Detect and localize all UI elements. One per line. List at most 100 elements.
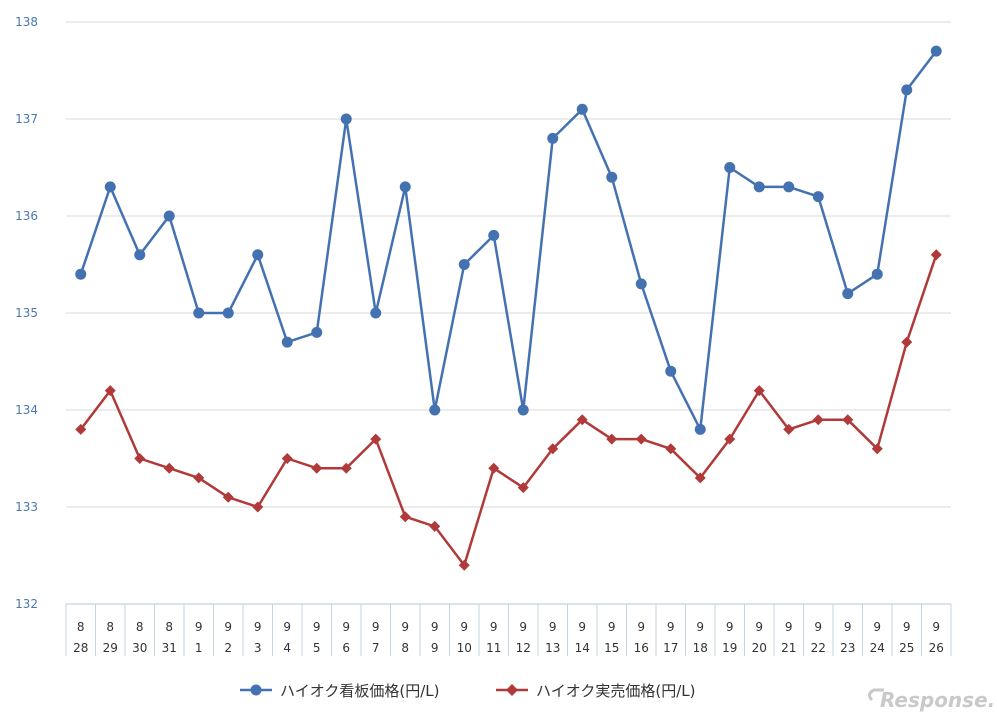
x-tick-label-month: 9 — [903, 620, 911, 634]
x-tick-label-day: 8 — [401, 641, 409, 655]
data-point — [812, 191, 824, 203]
data-point — [222, 307, 234, 319]
x-tick-label-month: 9 — [283, 620, 291, 634]
x-tick-label-day: 7 — [372, 641, 380, 655]
x-tick-label-month: 9 — [313, 620, 321, 634]
data-point — [340, 113, 352, 125]
data-point — [694, 423, 706, 435]
y-tick-label: 136 — [15, 209, 38, 223]
data-point — [930, 45, 942, 57]
data-point — [193, 307, 205, 319]
data-point — [281, 336, 293, 348]
x-tick-label-day: 20 — [752, 641, 767, 655]
series-0 — [75, 45, 942, 435]
x-tick-label-month: 9 — [195, 620, 203, 634]
data-point — [429, 404, 441, 416]
data-point — [488, 462, 500, 474]
x-tick-label-month: 9 — [873, 620, 881, 634]
data-point — [783, 181, 795, 193]
data-point — [429, 520, 441, 532]
x-tick-label-day: 23 — [840, 641, 855, 655]
data-point — [311, 462, 323, 474]
y-tick-label: 137 — [15, 112, 38, 126]
data-point — [163, 462, 175, 474]
x-tick-label-day: 18 — [693, 641, 708, 655]
x-tick-label-month: 9 — [224, 620, 232, 634]
x-tick-label-day: 3 — [254, 641, 262, 655]
x-tick-label-month: 9 — [726, 620, 734, 634]
x-tick-label-month: 9 — [608, 620, 616, 634]
x-tick-label-month: 9 — [637, 620, 645, 634]
x-tick-label-month: 9 — [372, 620, 380, 634]
x-tick-label-month: 9 — [254, 620, 262, 634]
x-tick-label-day: 10 — [457, 641, 472, 655]
y-axis: 132 133 134 135 136 137 138 — [15, 15, 38, 611]
x-tick-label-month: 9 — [578, 620, 586, 634]
x-tick-label-day: 29 — [103, 641, 118, 655]
x-tick-label-month: 9 — [667, 620, 675, 634]
data-point — [488, 229, 500, 241]
data-point — [75, 268, 87, 280]
legend-item-1: ハイオク実売価格(円/L) — [496, 682, 696, 700]
x-tick-label-month: 8 — [165, 620, 173, 634]
legend: ハイオク看板価格(円/L) ハイオク実売価格(円/L) — [240, 682, 696, 700]
x-tick-label-month: 9 — [932, 620, 940, 634]
x-tick-label-day: 15 — [604, 641, 619, 655]
data-point — [311, 326, 323, 338]
x-tick-label-day: 21 — [781, 641, 796, 655]
watermark-logo: Response. — [867, 688, 995, 712]
x-tick-label-day: 6 — [342, 641, 350, 655]
x-tick-label-month: 9 — [844, 620, 852, 634]
data-point — [547, 132, 559, 144]
data-point — [635, 433, 647, 445]
data-point — [75, 423, 87, 435]
data-point — [370, 307, 382, 319]
data-point — [635, 278, 647, 290]
data-point — [104, 181, 116, 193]
data-point — [399, 511, 411, 523]
x-tick-label-day: 30 — [132, 641, 147, 655]
data-point — [340, 462, 352, 474]
data-point — [665, 365, 677, 377]
x-tick-label-day: 26 — [929, 641, 944, 655]
data-point — [252, 501, 264, 513]
x-tick-label-month: 8 — [136, 620, 144, 634]
legend-marker-diamond — [506, 684, 518, 696]
data-point — [665, 443, 677, 455]
data-point — [576, 414, 588, 426]
x-tick-label-day: 2 — [224, 641, 232, 655]
data-point — [724, 162, 736, 173]
x-tick-label-day: 22 — [811, 641, 826, 655]
y-tick-label: 134 — [15, 403, 38, 417]
data-point — [842, 288, 854, 300]
data-point — [547, 443, 559, 455]
data-point — [370, 433, 382, 445]
x-tick-label-day: 31 — [162, 641, 177, 655]
x-tick-label-month: 9 — [490, 620, 498, 634]
data-point — [134, 453, 146, 464]
data-point — [871, 268, 883, 280]
x-tick-label-day: 14 — [575, 641, 590, 655]
series-line-0 — [79, 50, 938, 431]
data-point — [222, 491, 234, 503]
data-point — [576, 103, 588, 115]
data-point — [871, 443, 883, 455]
series-line-1 — [79, 254, 938, 567]
x-tick-label-day: 1 — [195, 641, 203, 655]
x-tick-label-month: 9 — [460, 620, 468, 634]
gridlines — [66, 21, 951, 508]
legend-label-1: ハイオク実売価格(円/L) — [536, 682, 696, 700]
data-point — [517, 482, 529, 494]
data-point — [842, 414, 854, 426]
data-point — [134, 249, 146, 261]
data-point — [163, 210, 175, 222]
data-point — [458, 259, 470, 270]
series-layer — [75, 45, 942, 571]
x-tick-label-month: 9 — [785, 620, 793, 634]
data-point — [281, 453, 293, 464]
data-point — [517, 404, 529, 416]
x-tick-label-day: 25 — [899, 641, 914, 655]
x-tick-label-month: 8 — [106, 620, 114, 634]
x-tick-label-day: 9 — [431, 641, 439, 655]
